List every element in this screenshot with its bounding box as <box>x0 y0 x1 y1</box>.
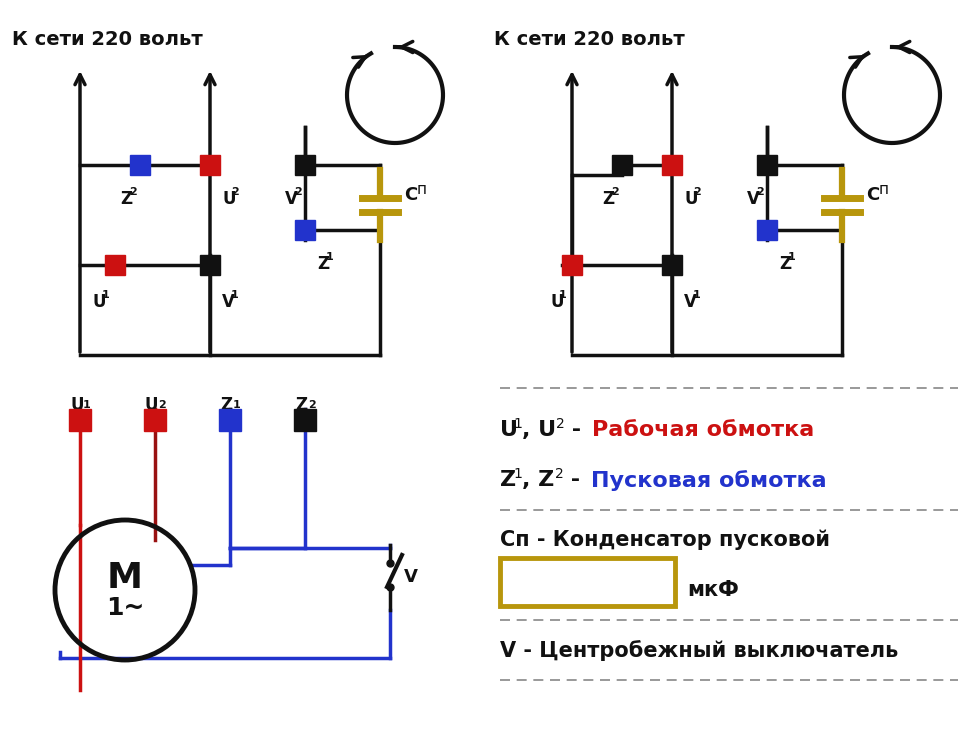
Text: 2: 2 <box>158 400 166 410</box>
Text: 1: 1 <box>513 417 522 431</box>
Bar <box>757 220 777 240</box>
Bar <box>200 155 220 175</box>
Text: 1: 1 <box>559 290 567 300</box>
Text: п: п <box>879 182 889 197</box>
Bar <box>612 155 632 175</box>
Text: Z: Z <box>120 190 132 208</box>
Text: M: M <box>107 561 143 595</box>
Text: Пусковая обмотка: Пусковая обмотка <box>591 470 826 491</box>
Bar <box>757 155 777 175</box>
Bar <box>295 155 315 175</box>
Text: V: V <box>747 190 760 208</box>
Bar <box>69 409 91 431</box>
Text: V: V <box>684 293 697 311</box>
Text: Z: Z <box>779 255 791 273</box>
Bar <box>130 155 150 175</box>
Text: U: U <box>684 190 698 208</box>
Bar <box>562 255 582 275</box>
Text: 2: 2 <box>693 187 701 197</box>
Text: -: - <box>563 470 588 490</box>
Text: 2: 2 <box>556 417 565 431</box>
Text: C: C <box>866 186 879 204</box>
Text: V: V <box>404 568 417 586</box>
Text: -: - <box>564 420 589 440</box>
Text: U: U <box>550 293 564 311</box>
Text: 2: 2 <box>308 400 316 410</box>
Text: 1: 1 <box>233 400 241 410</box>
Text: Z: Z <box>317 255 329 273</box>
Text: Рабочая обмотка: Рабочая обмотка <box>592 420 815 440</box>
Text: U: U <box>500 420 518 440</box>
Text: 1: 1 <box>101 290 109 300</box>
Text: 2: 2 <box>610 187 618 197</box>
Text: 1: 1 <box>230 290 238 300</box>
Text: Z: Z <box>500 470 516 490</box>
Text: 1: 1 <box>513 467 522 481</box>
Text: мкФ: мкФ <box>687 580 738 600</box>
Text: 2: 2 <box>294 187 302 197</box>
Text: 1: 1 <box>693 290 701 300</box>
Text: 2: 2 <box>128 187 136 197</box>
Bar <box>200 255 220 275</box>
Text: 1: 1 <box>326 252 334 262</box>
Text: 2: 2 <box>555 467 564 481</box>
Bar <box>500 558 675 606</box>
Text: , U: , U <box>522 420 556 440</box>
Text: К сети 220 вольт: К сети 220 вольт <box>12 30 202 49</box>
Bar <box>219 409 241 431</box>
Text: К сети 220 вольт: К сети 220 вольт <box>494 30 684 49</box>
Text: U: U <box>70 396 84 414</box>
Text: Сп - Конденсатор пусковой: Сп - Конденсатор пусковой <box>500 530 830 550</box>
Text: U: U <box>93 293 106 311</box>
Text: C: C <box>404 186 417 204</box>
Text: 2: 2 <box>230 187 238 197</box>
Text: Z: Z <box>602 190 614 208</box>
Text: V - Центробежный выключатель: V - Центробежный выключатель <box>500 640 898 661</box>
Text: V: V <box>222 293 235 311</box>
Bar <box>295 220 315 240</box>
Text: 1~: 1~ <box>106 596 145 620</box>
Text: 1: 1 <box>83 400 91 410</box>
Text: 2: 2 <box>756 187 763 197</box>
Text: Z: Z <box>220 396 232 414</box>
Bar <box>662 155 682 175</box>
Text: п: п <box>417 182 427 197</box>
Bar <box>105 255 125 275</box>
Text: V: V <box>285 190 298 208</box>
Text: , Z: , Z <box>522 470 554 490</box>
Text: 1: 1 <box>788 252 795 262</box>
Bar <box>294 409 316 431</box>
Text: Z: Z <box>295 396 308 414</box>
Bar <box>144 409 166 431</box>
Text: U: U <box>222 190 235 208</box>
Text: U: U <box>145 396 158 414</box>
Bar <box>662 255 682 275</box>
